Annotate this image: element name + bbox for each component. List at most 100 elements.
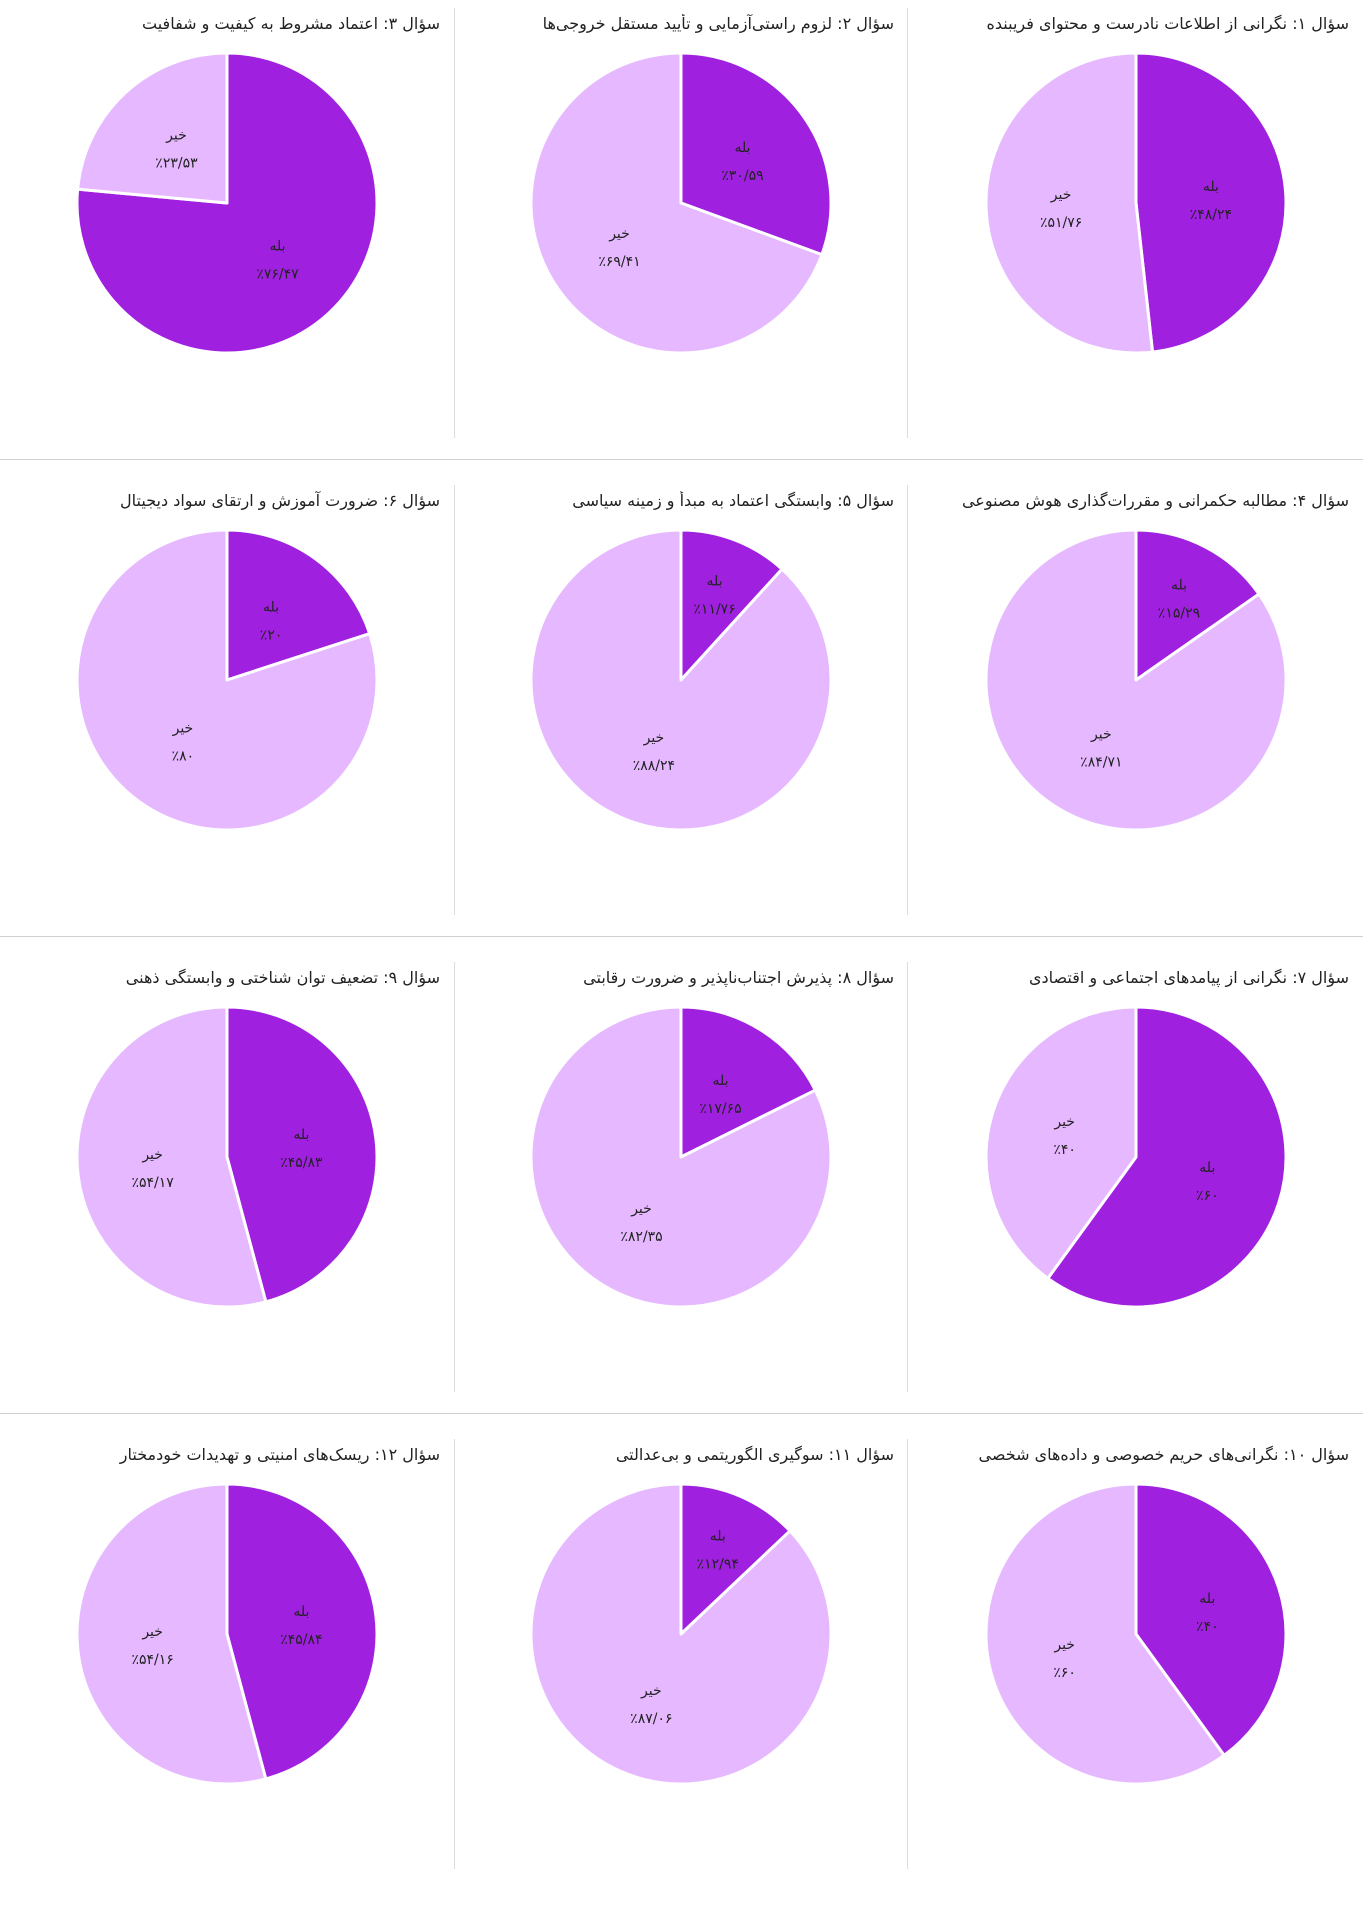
slice-value-label: ٪۶۹/۴۱ (598, 254, 640, 270)
chart-title: سؤال ۳: اعتماد مشروط به کیفیت و شفافیت (142, 14, 440, 33)
slice-category-label: خیر (608, 226, 630, 242)
slice-value-label: ٪۲۳/۵۳ (155, 156, 198, 172)
chart-title: سؤال ۶: ضرورت آموزش و ارتقای سواد دیجیتا… (120, 491, 440, 510)
slice-category-label: خیر (1053, 1114, 1075, 1130)
pie-chart: بله ٪۱۱/۷۶ خیر ٪۸۸/۲۴ (529, 528, 833, 832)
pie-slice-yes (679, 51, 833, 257)
pie-slice-no (529, 528, 833, 832)
pie-chart: بله ٪۴۰ خیر ٪۶۰ (984, 1482, 1288, 1786)
pie-slice-yes (225, 1005, 379, 1304)
slice-category-label: خیر (165, 128, 187, 144)
chart-title: سؤال ۹: تضعیف توان شناختی و وابستگی ذهنی (125, 968, 440, 987)
slice-category-label: بله (1203, 179, 1219, 195)
slice-value-label: ٪۱۵/۲۹ (1158, 606, 1200, 622)
pie-slice-no (529, 1005, 833, 1309)
column-divider (454, 485, 455, 915)
slice-category-label: خیر (141, 1624, 163, 1640)
slice-value-label: ٪۶۰ (1053, 1665, 1076, 1681)
slice-category-label: بله (734, 140, 750, 156)
pie-slice-no (984, 1005, 1138, 1280)
pie-slice-no (75, 1005, 268, 1309)
column-divider (907, 1439, 908, 1869)
pie-slice-no (529, 1482, 833, 1786)
pie-chart: بله ٪۳۰/۵۹ خیر ٪۶۹/۴۱ (529, 51, 833, 355)
slice-value-label: ٪۲۰ (260, 627, 283, 643)
chart-title: سؤال ۷: نگرانی از پیامدهای اجتماعی و اقت… (1028, 968, 1349, 987)
slice-category-label: بله (270, 238, 286, 254)
pie-slice-yes (1046, 1005, 1288, 1309)
pie-slice-yes (679, 1482, 792, 1636)
slice-value-label: ٪۵۴/۱۷ (131, 1175, 174, 1191)
slice-category-label: خیر (1050, 187, 1072, 203)
pie-chart: بله ٪۴۵/۸۴ خیر ٪۵۴/۱۶ (75, 1482, 379, 1786)
chart-title: سؤال ۸: پذیرش اجتناب‌ناپذیر و ضرورت رقاب… (583, 968, 894, 987)
pie-slice-yes (1134, 51, 1288, 354)
slice-category-label: خیر (630, 1201, 652, 1217)
slice-category-label: خیر (640, 1683, 662, 1699)
pie-chart-panel: سؤال ۸: پذیرش اجتناب‌ناپذیر و ضرورت رقاب… (454, 954, 908, 1431)
slice-category-label: خیر (141, 1147, 163, 1163)
pie-chart-panel: سؤال ۶: ضرورت آموزش و ارتقای سواد دیجیتا… (0, 477, 454, 954)
pie-chart: بله ٪۴۵/۸۳ خیر ٪۵۴/۱۷ (75, 1005, 379, 1309)
chart-title: سؤال ۴: مطالبه حکمرانی و مقررات‌گذاری هو… (961, 491, 1349, 510)
pie-slice-no (984, 1482, 1226, 1786)
chart-title: سؤال ۱۱: سوگیری الگوریتمی و بی‌عدالتی (615, 1445, 894, 1464)
pie-slice-no (75, 528, 379, 832)
chart-title: سؤال ۱۰: نگرانی‌های حریم خصوصی و داده‌ها… (978, 1445, 1349, 1464)
pie-chart: بله ٪۷۶/۴۷ خیر ٪۲۳/۵۳ (75, 51, 379, 355)
pie-chart-panel: سؤال ۱۲: ریسک‌های امنیتی و تهدیدات خودمخ… (0, 1431, 454, 1908)
chart-title: سؤال ۱۲: ریسک‌های امنیتی و تهدیدات خودمخ… (119, 1445, 440, 1464)
slice-category-label: خیر (1053, 1637, 1075, 1653)
slice-value-label: ٪۱۲/۹۴ (697, 1557, 739, 1573)
column-divider (907, 485, 908, 915)
slice-value-label: ٪۱۱/۷۶ (693, 601, 735, 617)
slice-category-label: بله (712, 1073, 728, 1089)
slice-category-label: بله (707, 573, 723, 589)
slice-value-label: ٪۴۵/۸۳ (280, 1155, 323, 1171)
slice-value-label: ٪۸۸/۲۴ (633, 758, 675, 774)
pie-slice-yes (1134, 1482, 1288, 1757)
slice-value-label: ٪۳۰/۵۹ (721, 168, 763, 184)
chart-title: سؤال ۵: وابستگی اعتماد به مبدأ و زمینه س… (572, 491, 894, 510)
slice-category-label: بله (1199, 1160, 1215, 1176)
slice-value-label: ٪۸۷/۰۶ (630, 1711, 672, 1727)
pie-slice-no (984, 528, 1288, 832)
pie-chart: بله ٪۲۰ خیر ٪۸۰ (75, 528, 379, 832)
slice-value-label: ٪۸۰ (172, 749, 195, 765)
slice-category-label: خیر (1090, 727, 1112, 743)
pie-chart-panel: سؤال ۴: مطالبه حکمرانی و مقررات‌گذاری هو… (909, 477, 1363, 954)
pie-slice-no (75, 1482, 268, 1786)
column-divider (907, 962, 908, 1392)
pie-chart-panel: سؤال ۱۰: نگرانی‌های حریم خصوصی و داده‌ها… (909, 1431, 1363, 1908)
slice-value-label: ٪۴۵/۸۴ (280, 1632, 322, 1648)
column-divider (454, 8, 455, 438)
pie-chart-grid: سؤال ۱: نگرانی از اطلاعات نادرست و محتوا… (0, 0, 1363, 1869)
slice-category-label: بله (293, 1604, 309, 1620)
slice-value-label: ٪۴۰ (1196, 1619, 1219, 1635)
pie-chart: بله ٪۱۵/۲۹ خیر ٪۸۴/۷۱ (984, 528, 1288, 832)
pie-chart-panel: سؤال ۱: نگرانی از اطلاعات نادرست و محتوا… (909, 0, 1363, 477)
slice-value-label: ٪۸۲/۳۵ (620, 1229, 662, 1245)
row-divider (0, 936, 1363, 937)
slice-category-label: خیر (643, 730, 665, 746)
pie-chart-panel: سؤال ۵: وابستگی اعتماد به مبدأ و زمینه س… (454, 477, 908, 954)
pie-chart-panel: سؤال ۳: اعتماد مشروط به کیفیت و شفافیت بل… (0, 0, 454, 477)
slice-category-label: بله (263, 599, 279, 615)
pie-chart-panel: سؤال ۷: نگرانی از پیامدهای اجتماعی و اقت… (909, 954, 1363, 1431)
row-divider (0, 1413, 1363, 1414)
column-divider (454, 1439, 455, 1869)
slice-value-label: ٪۱۷/۶۵ (699, 1101, 741, 1117)
pie-chart: بله ٪۱۷/۶۵ خیر ٪۸۲/۳۵ (529, 1005, 833, 1309)
slice-value-label: ٪۷۶/۴۷ (256, 266, 299, 282)
pie-slice-no (984, 51, 1155, 355)
pie-slice-no (529, 51, 824, 355)
pie-slice-no (76, 51, 229, 205)
slice-value-label: ٪۸۴/۷۱ (1080, 755, 1122, 771)
pie-slice-yes (679, 528, 784, 682)
slice-category-label: بله (710, 1529, 726, 1545)
slice-value-label: ٪۶۰ (1196, 1188, 1219, 1204)
pie-chart: بله ٪۱۲/۹۴ خیر ٪۸۷/۰۶ (529, 1482, 833, 1786)
pie-chart-panel: سؤال ۹: تضعیف توان شناختی و وابستگی ذهنی… (0, 954, 454, 1431)
pie-chart-panel: سؤال ۲: لزوم راستی‌آزمایی و تأیید مستقل … (454, 0, 908, 477)
chart-title: سؤال ۱: نگرانی از اطلاعات نادرست و محتوا… (986, 14, 1350, 33)
